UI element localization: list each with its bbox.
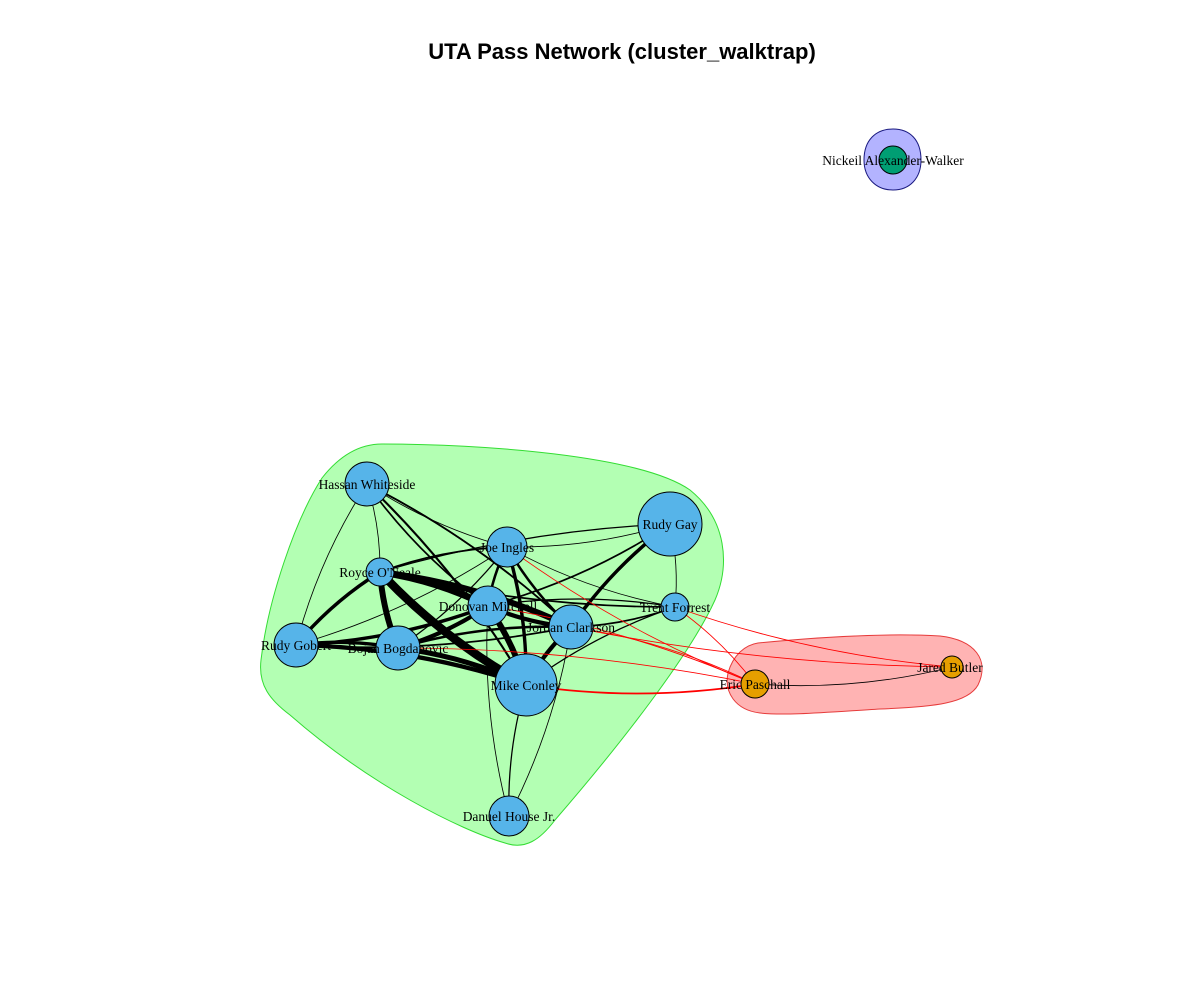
node-ingles[interactable]: [486, 526, 528, 568]
node-mitchell[interactable]: [467, 585, 509, 627]
edge-house-mitchell: [486, 605, 510, 817]
edge-mitchell-forrest: [487, 598, 676, 608]
node-label-ingles: Joe Ingles: [480, 540, 534, 555]
node-conley[interactable]: [494, 653, 558, 717]
node-naw[interactable]: [878, 145, 908, 175]
edge-bogdanovic-paschall: [397, 647, 756, 685]
node-label-naw: Nickeil Alexander-Walker: [822, 153, 964, 168]
edge-clarkson-butler: [570, 626, 953, 668]
edge-gobert-ingles: [295, 546, 508, 646]
node-label-mitchell: Donovan Mitchell: [439, 599, 538, 614]
node-label-butler: Jared Butler: [917, 660, 983, 675]
node-labels: Hassan Whiteside Joe Ingles Rudy Gay Royce …: [261, 153, 983, 824]
nodes: [273, 145, 964, 837]
node-bogdanovic[interactable]: [375, 625, 421, 671]
node-label-paschall: Eric Paschall: [720, 677, 791, 692]
edge-hassan-clarkson: [366, 483, 572, 628]
node-label-clarkson: Jordan Clarkson: [527, 620, 615, 635]
node-forrest[interactable]: [660, 592, 690, 622]
node-label-house: Danuel House Jr.: [463, 809, 556, 824]
node-gobert[interactable]: [273, 622, 319, 668]
edge-ingles-paschall: [506, 546, 756, 685]
node-label-oneale: Royce O'Neale: [339, 565, 421, 580]
node-label-conley: Mike Conley: [491, 678, 562, 693]
node-label-hassan: Hassan Whiteside: [319, 477, 416, 492]
node-label-forrest: Trent Forrest: [640, 600, 711, 615]
plot-title: UTA Pass Network (cluster_walktrap): [428, 39, 816, 64]
node-paschall[interactable]: [740, 669, 770, 699]
edge-paschall-butler: [754, 666, 953, 687]
node-label-gobert: Rudy Gobert: [261, 638, 331, 653]
edge-oneale-forrest: [379, 571, 676, 608]
node-butler[interactable]: [940, 655, 964, 679]
node-oneale[interactable]: [365, 557, 395, 587]
edge-clarkson-paschall: [570, 626, 756, 685]
edge-gobert-clarkson: [295, 626, 572, 649]
edge-forrest-butler: [674, 606, 953, 668]
node-gay[interactable]: [637, 491, 703, 557]
node-label-bogdanovic: Bojan Bogdanovic: [348, 641, 449, 656]
cluster-hull-c2: [726, 634, 983, 715]
cluster-hull-c1: [260, 443, 724, 846]
edge-ingles-forrest: [506, 546, 676, 608]
edge-house-clarkson: [508, 626, 572, 817]
node-house[interactable]: [488, 795, 530, 837]
node-clarkson[interactable]: [548, 604, 594, 650]
node-label-gay: Rudy Gay: [642, 517, 697, 532]
node-hassan[interactable]: [344, 461, 390, 507]
cluster-hulls: [260, 128, 983, 846]
